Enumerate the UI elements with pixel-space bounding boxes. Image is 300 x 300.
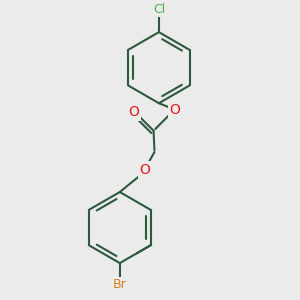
Text: Cl: Cl [153, 2, 165, 16]
Text: O: O [139, 163, 150, 177]
Text: O: O [169, 103, 180, 117]
Text: O: O [129, 105, 140, 119]
Text: Br: Br [113, 278, 127, 291]
